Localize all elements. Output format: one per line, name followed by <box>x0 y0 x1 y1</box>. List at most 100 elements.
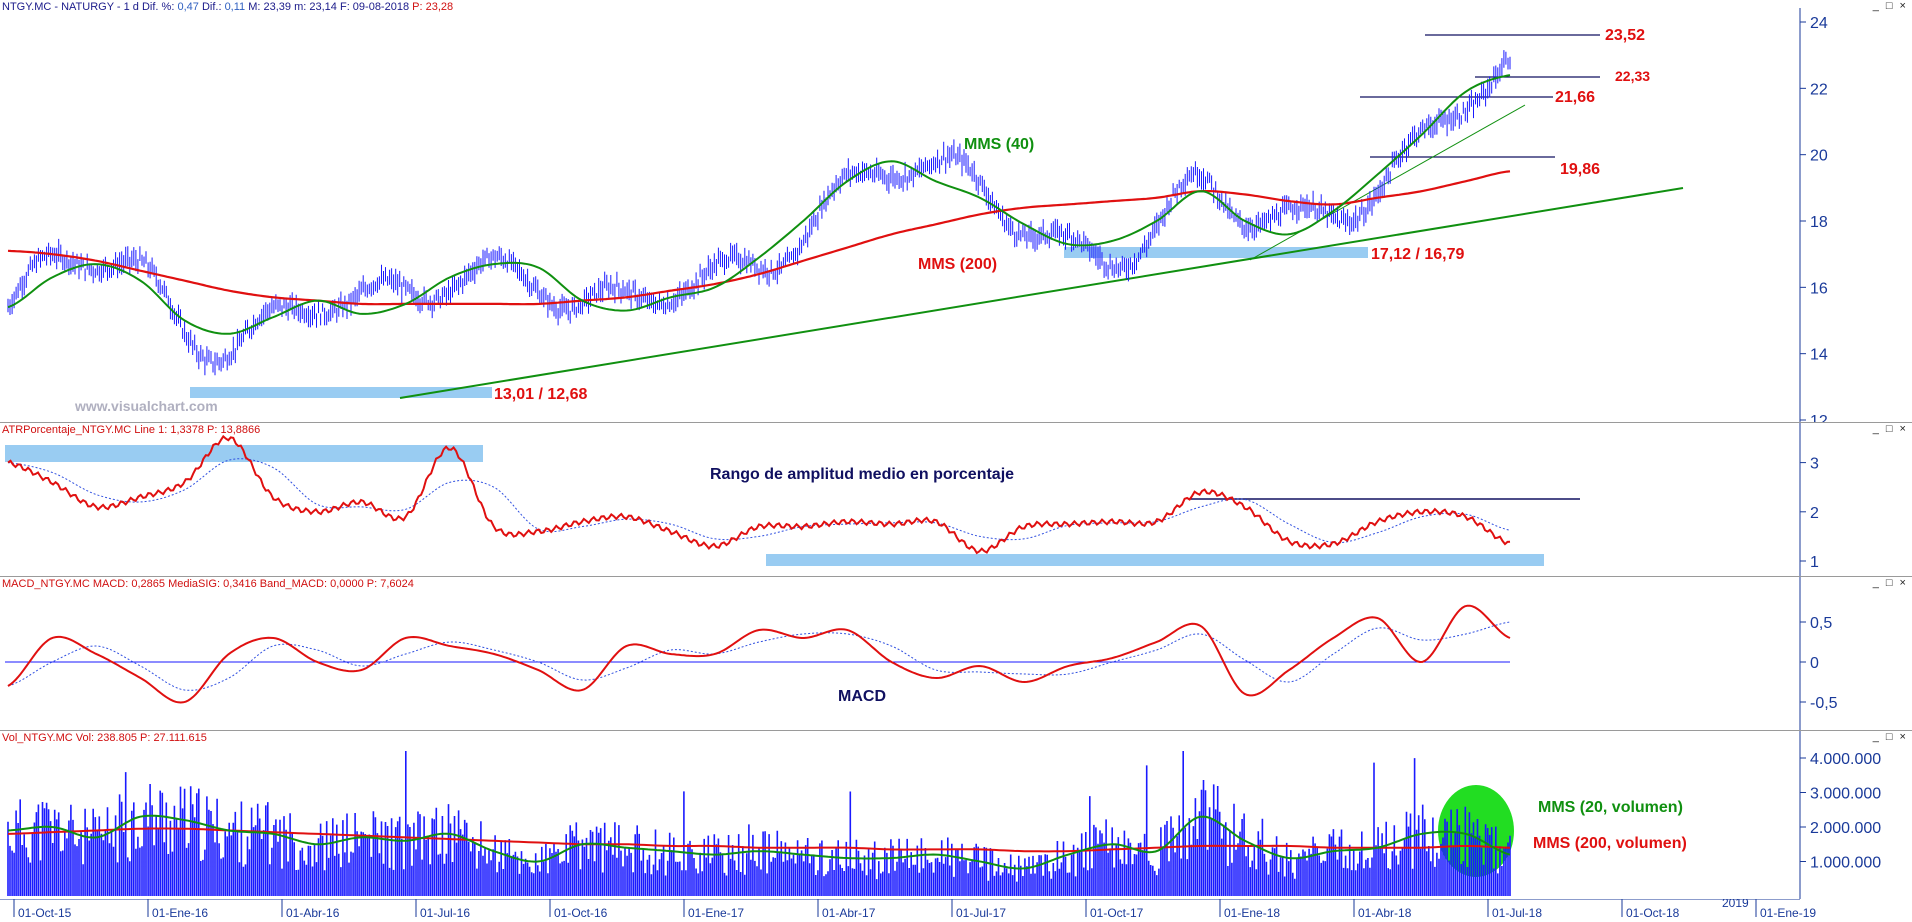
volume-panel: Vol_NTGY.MC Vol: 238.805 P: 27.111.615 _… <box>0 731 1912 899</box>
support-band-mid <box>1064 247 1368 258</box>
macd-y-ticks: -0,5 0 0,5 <box>1800 615 1838 712</box>
short-trendline <box>1249 104 1526 261</box>
atr-panel: ATRPorcentaje_NTGY.MC Line 1: 1,3378 P: … <box>0 423 1912 576</box>
price-y-tick-label-6: 24 <box>1810 15 1828 32</box>
volume-y-tick-label-0: 1.000.000 <box>1810 855 1881 872</box>
x-tick-label-11: 01-Jul-18 <box>1492 906 1542 920</box>
dif-pct-value: 0,47 <box>177 1 199 13</box>
atr-title: Rango de amplitud medio en porcentaje <box>710 466 1014 483</box>
price-y-tick-label-1: 14 <box>1810 347 1828 364</box>
macd-window-buttons[interactable]: _ □ × <box>1872 577 1908 589</box>
period-label: 1 d <box>123 1 139 13</box>
price-window-buttons[interactable]: _ □ × <box>1872 0 1908 12</box>
label-level-19-86: 19,86 <box>1560 161 1600 178</box>
atr-line <box>7 434 1511 555</box>
label-level-23-52: 23,52 <box>1605 27 1645 44</box>
atr-panel-header: ATRPorcentaje_NTGY.MC Line 1: 1,3378 P: … <box>2 424 260 436</box>
label-mms200: MMS (200) <box>918 256 997 273</box>
x-tick-label-5: 01-Ene-17 <box>688 906 744 920</box>
volume-panel-header: Vol_NTGY.MC Vol: 238.805 P: 27.111.615 <box>2 732 207 744</box>
volume-y-ticks: 1.000.000 2.000.000 3.000.000 4.000.000 <box>1800 751 1881 872</box>
volume-bar-series <box>7 751 1511 896</box>
last-value: P: 23,28 <box>412 1 454 13</box>
atr-window-buttons[interactable]: _ □ × <box>1872 423 1908 435</box>
x-tick-label-4: 01-Oct-16 <box>554 906 608 920</box>
macd-y-tick-label-0: -0,5 <box>1810 695 1838 712</box>
separator-3 <box>0 730 1912 731</box>
volume-mms20-line <box>7 814 1511 870</box>
volume-y-tick-label-3: 4.000.000 <box>1810 751 1881 768</box>
macd-panel-header: MACD_NTGY.MC MACD: 0,2865 MediaSIG: 0,34… <box>2 578 414 590</box>
volume-header-text: Vol_NTGY.MC Vol: 238.805 P: 27.111.615 <box>2 732 207 744</box>
symbol-label: NTGY.MC - NATURGY - <box>2 1 124 13</box>
x-tick-label-7: 01-Jul-17 <box>956 906 1006 920</box>
atr-signal-line <box>7 458 1511 544</box>
x-tick-label-6: 01-Abr-17 <box>822 906 876 920</box>
price-y-tick-label-2: 16 <box>1810 280 1828 297</box>
atr-y-tick-label-2: 3 <box>1810 456 1819 473</box>
volume-window-buttons[interactable]: _ □ × <box>1872 731 1908 743</box>
price-panel-header: NTGY.MC - NATURGY - 1 d Dif. %: 0,47 Dif… <box>2 1 453 13</box>
price-y-tick-label-0: 12 <box>1810 413 1828 422</box>
price-bar-series <box>7 50 1511 376</box>
label-level-22-33: 22,33 <box>1615 68 1650 84</box>
atr-y-tick-label-0: 1 <box>1810 554 1819 571</box>
macd-y-tick-label-2: 0,5 <box>1810 615 1832 632</box>
x-tick-label-3: 01-Jul-16 <box>420 906 470 920</box>
atr-chart: 1 2 3 Rango de amplitud medio en porcentaj… <box>5 423 1819 576</box>
price-series <box>7 50 1511 376</box>
dif-value: 0,11 <box>224 1 246 13</box>
x-axis: 01-Oct-15 01-Ene-16 01-Abr-16 01-Jul-16 01-O… <box>0 899 1912 922</box>
mms40-line <box>7 74 1511 335</box>
x-tick-label-0: 01-Oct-15 <box>18 906 72 920</box>
x-axis-ticks: 01-Oct-15 01-Ene-16 01-Abr-16 01-Jul-16 01-O… <box>13 899 1816 920</box>
macd-title: MACD <box>838 688 886 705</box>
price-panel: NTGY.MC - NATURGY - 1 d Dif. %: 0,47 Dif… <box>0 0 1912 422</box>
x-tick-label-2: 01-Abr-16 <box>286 906 340 920</box>
long-trendline <box>399 187 1684 399</box>
label-level-21-66: 21,66 <box>1555 89 1595 106</box>
min-value: m: 23,14 <box>294 1 337 13</box>
price-y-tick-label-3: 18 <box>1810 214 1828 231</box>
label-support-low: 13,01 / 12,68 <box>494 386 588 403</box>
dif-label: Dif.: <box>201 1 222 13</box>
price-y-tick-label-4: 20 <box>1810 148 1828 165</box>
separator-2 <box>0 576 1912 577</box>
atr-band-low <box>766 554 1544 566</box>
atr-y-tick-label-1: 2 <box>1810 505 1819 522</box>
x-tick-label-1: 01-Ene-16 <box>152 906 208 920</box>
macd-y-tick-label-1: 0 <box>1810 655 1819 672</box>
macd-header-text: MACD_NTGY.MC MACD: 0,2865 MediaSIG: 0,34… <box>2 578 414 590</box>
atr-header-text: ATRPorcentaje_NTGY.MC Line 1: 1,3378 P: … <box>2 424 261 436</box>
separator-1 <box>0 422 1912 423</box>
atr-y-ticks: 1 2 3 <box>1800 456 1819 571</box>
x-tick-label-13: 01-Ene-19 <box>1760 906 1816 920</box>
price-y-tick-label-5: 22 <box>1810 81 1828 98</box>
x-axis-chart: 01-Oct-15 01-Ene-16 01-Abr-16 01-Jul-16 01-O… <box>0 899 1816 920</box>
watermark: www.visualchart.com <box>74 398 218 414</box>
support-band-low <box>190 387 492 398</box>
volume-chart: 1.000.000 2.000.000 3.000.000 4.000.000 MMS… <box>7 731 1881 899</box>
label-support-mid: 17,12 / 16,79 <box>1371 246 1465 263</box>
x-tick-label-12: 01-Oct-18 <box>1626 906 1680 920</box>
label-volume-mms20: MMS (20, volumen) <box>1538 799 1683 816</box>
label-mms40: MMS (40) <box>964 136 1034 153</box>
macd-line <box>7 604 1511 704</box>
volume-bars <box>7 751 1511 896</box>
volume-y-tick-label-2: 3.000.000 <box>1810 786 1881 803</box>
macd-panel: MACD_NTGY.MC MACD: 0,2865 MediaSIG: 0,34… <box>0 577 1912 730</box>
price-chart: 12 14 16 18 20 22 24 www.visualchart.com MMS (… <box>7 8 1828 422</box>
price-y-ticks: 12 14 16 18 20 22 24 <box>1800 15 1828 422</box>
max-value: M: 23,39 <box>248 1 292 13</box>
x-year-label: 2019 <box>1722 899 1749 910</box>
label-volume-mms200: MMS (200, volumen) <box>1533 835 1687 852</box>
volume-y-tick-label-1: 2.000.000 <box>1810 820 1881 837</box>
mms200-line <box>7 170 1511 306</box>
macd-signal-line <box>7 621 1511 691</box>
x-tick-label-10: 01-Abr-18 <box>1358 906 1412 920</box>
x-tick-label-9: 01-Ene-18 <box>1224 906 1280 920</box>
macd-chart: -0,5 0 0,5 MACD <box>5 577 1838 730</box>
dif-pct-label: Dif. %: <box>141 1 175 13</box>
x-tick-label-8: 01-Oct-17 <box>1090 906 1144 920</box>
date-value: F: 09-08-2018 <box>339 1 410 13</box>
